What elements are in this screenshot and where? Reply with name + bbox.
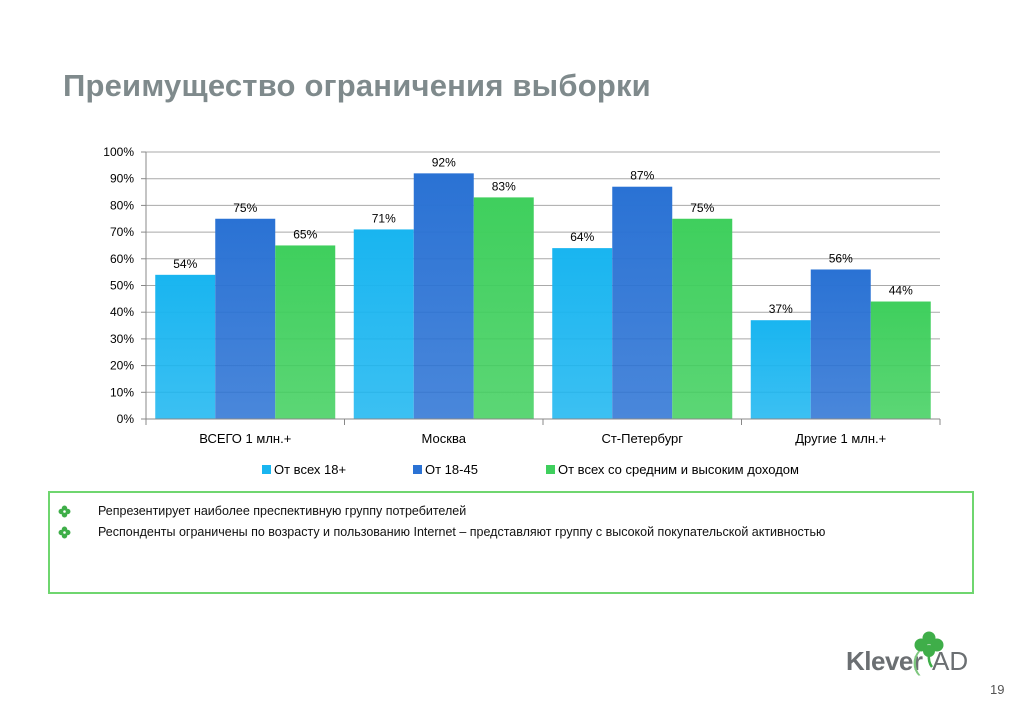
x-category-label: Ст-Петербург (601, 431, 683, 446)
bar (353, 229, 414, 419)
chart-bars (155, 173, 931, 419)
bar-value-label: 75% (233, 201, 257, 215)
clover-icon (58, 505, 71, 518)
bar-value-label: 75% (690, 201, 714, 215)
x-category-label: ВСЕГО 1 млн.+ (199, 431, 291, 446)
y-tick-label: 10% (110, 385, 134, 399)
bar (215, 218, 276, 419)
bar-value-label: 71% (372, 211, 396, 225)
clover-icon (58, 526, 71, 539)
bar-value-label: 92% (432, 155, 456, 169)
key-points-box: Репрезентирует наиболее преспективную гр… (48, 491, 974, 594)
x-category-label: Москва (422, 431, 467, 446)
bar-value-label: 64% (570, 230, 594, 244)
y-tick-label: 70% (110, 225, 134, 239)
bar-chart: 54% 75% 65% 71% 92% 83% 64% 87% 75% 37% 56% 44% 0% 1… (103, 145, 941, 446)
bullet-text: Респонденты ограничены по возрасту и пол… (98, 525, 826, 539)
y-tick-label: 60% (110, 252, 134, 266)
legend-item-series-2: От 18-45 (413, 462, 478, 477)
bar-value-label: 54% (173, 257, 197, 271)
bar (750, 320, 811, 419)
bar (155, 274, 216, 419)
y-tick-label: 100% (103, 145, 134, 159)
clover-logo-icon (914, 631, 944, 668)
chart-labels: 54% 75% 65% 71% 92% 83% 64% 87% 75% 37% 56% 44% (173, 155, 913, 316)
bar (870, 301, 931, 419)
legend-swatch-series-1 (262, 465, 271, 474)
logo-paren: ( (912, 646, 921, 676)
bullet-text: Репрезентирует наиболее преспективную гр… (98, 504, 467, 518)
y-tick-label: 30% (110, 332, 134, 346)
bar (810, 269, 871, 419)
x-category-label: Другие 1 млн.+ (795, 431, 886, 446)
chart-legend: От всех 18+ От 18-45 От всех со средним … (0, 462, 1023, 482)
page-number: 19 (990, 682, 1005, 697)
bullet-item: Репрезентирует наиболее преспективную гр… (58, 504, 466, 518)
bar (473, 197, 534, 419)
bar-value-label: 56% (829, 251, 853, 265)
bullet-item: Респонденты ограничены по возрасту и пол… (58, 525, 825, 539)
bar-value-label: 37% (769, 302, 793, 316)
legend-label-series-3: От всех со средним и высоким доходом (558, 462, 799, 477)
y-tick-label: 50% (110, 279, 134, 293)
legend-swatch-series-3 (546, 465, 555, 474)
bar (672, 218, 733, 419)
bar-value-label: 83% (492, 179, 516, 193)
bar-value-label: 44% (889, 284, 913, 298)
klever-ad-logo: Klever ( AD (846, 630, 976, 678)
y-tick-label: 20% (110, 359, 134, 373)
chart-axes: 0% 10% 20% 30% 40% 50% 60% 70% 80% 90% 100% ВСЕГО 1… (103, 145, 941, 446)
bar (552, 248, 613, 419)
legend-swatch-series-2 (413, 465, 422, 474)
logo-ad: AD (932, 646, 969, 676)
bar-value-label: 87% (630, 169, 654, 183)
logo-name: Klever (846, 646, 923, 676)
legend-item-series-3: От всех со средним и высоким доходом (546, 462, 799, 477)
bar-value-label: 65% (293, 227, 317, 241)
legend-label-series-1: От всех 18+ (274, 462, 347, 477)
y-tick-label: 80% (110, 198, 134, 212)
y-tick-label: 0% (117, 412, 135, 426)
legend-label-series-2: От 18-45 (425, 462, 478, 477)
bar (413, 173, 474, 419)
bar (275, 245, 336, 419)
bar (612, 186, 673, 419)
y-tick-label: 40% (110, 305, 134, 319)
y-tick-label: 90% (110, 172, 134, 186)
slide-title: Преимущество ограничения выборки (63, 68, 651, 103)
legend-item-series-1: От всех 18+ (262, 462, 346, 477)
